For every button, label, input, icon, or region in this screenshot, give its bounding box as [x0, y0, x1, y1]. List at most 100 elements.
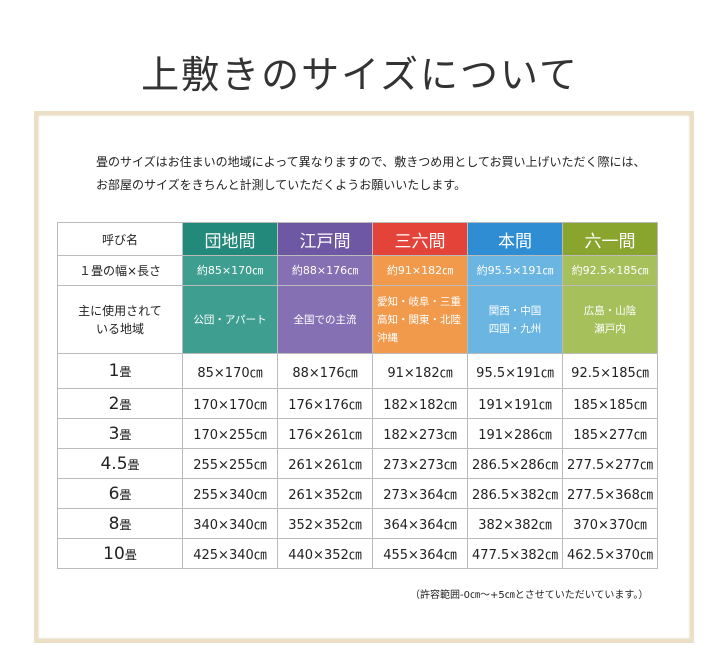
row-num: 2 [108, 393, 120, 414]
size-cell: 273×364㎝ [372, 478, 468, 509]
row-unit: 畳 [124, 547, 137, 562]
note: （許容範囲-0㎝～+5㎝とさせていただいています。） [410, 590, 649, 601]
column-name: 江戸間 [277, 222, 373, 256]
column-size: 約91×182㎝ [372, 255, 468, 286]
size-data-row: 3畳 170×255㎝ 176×261㎝ 182×273㎝ 191×286㎝ 185×27… [57, 418, 658, 449]
size-cell: 255×340㎝ [182, 478, 278, 509]
area-label: 主に使用されて いる地域 [57, 285, 183, 354]
row-num: 8 [108, 513, 120, 534]
area-line: 瀬戸内 [594, 322, 626, 335]
intro-line: 畳のサイズはお住まいの地域によって異なりますので、敷きつめ用としてお買い上げいた… [96, 155, 646, 169]
size-cell: 185×277㎝ [562, 418, 658, 449]
column-name: 六一間 [562, 222, 658, 256]
column-size: 約95.5×191㎝ [467, 255, 563, 286]
size-cell: 340×340㎝ [182, 508, 278, 539]
size-cell: 170×170㎝ [182, 388, 278, 419]
size-cell: 191×286㎝ [467, 418, 563, 449]
size-cell: 440×352㎝ [277, 538, 373, 569]
area-line: 高知・関東・北陸 [377, 313, 461, 326]
area-line: 愛知・岐阜・三重 [377, 295, 461, 308]
size-cell: 273×273㎝ [372, 448, 468, 479]
size-cell: 176×176㎝ [277, 388, 373, 419]
row-label: 10畳 [57, 538, 183, 569]
size-cell: 277.5×368㎝ [562, 478, 658, 509]
column-size: 約88×176㎝ [277, 255, 373, 286]
size-cell: 364×364㎝ [372, 508, 468, 539]
column-size: 約92.5×185㎝ [562, 255, 658, 286]
area-line: 沖縄 [377, 331, 398, 344]
row-num: 3 [108, 423, 120, 444]
size-data-row: 6畳 255×340㎝ 261×352㎝ 273×364㎝ 286.5×382㎝ 277.… [57, 478, 658, 509]
row-label: 6畳 [57, 478, 183, 509]
area-line: 公団・アパート [193, 313, 267, 326]
column-name: 三六間 [372, 222, 468, 256]
size-cell: 286.5×286㎝ [467, 448, 563, 479]
row-num: 10 [103, 543, 125, 564]
size-cell: 462.5×370㎝ [562, 538, 658, 569]
column-area: 愛知・岐阜・三重 高知・関東・北陸 沖縄 [372, 285, 468, 354]
area-line: 関西・中国 [488, 304, 542, 317]
size-table: 呼び名 団地間 江戸間 三六間 本間 六一間 １畳の幅×長さ 約85×170㎝ 約88×176㎝… [57, 222, 658, 569]
column-area: 全国での主流 [277, 285, 373, 354]
size-cell: 85×170㎝ [182, 353, 278, 389]
size-cell: 182×273㎝ [372, 418, 468, 449]
size-cell: 191×191㎝ [467, 388, 563, 419]
column-area: 関西・中国四国・九州 [467, 285, 563, 354]
size-cell: 477.5×382㎝ [467, 538, 563, 569]
size-cell: 95.5×191㎝ [467, 353, 563, 389]
column-area: 公団・アパート [182, 285, 278, 354]
size-label: １畳の幅×長さ [57, 255, 183, 286]
intro-line: お部屋のサイズをきちんと計測していただくようお願いいたします。 [96, 178, 467, 192]
size-data-row: 10畳 425×340㎝ 440×352㎝ 455×364㎝ 477.5×382㎝ 462… [57, 538, 658, 569]
size-cell: 382×382㎝ [467, 508, 563, 539]
title: 上敷きのサイズについて [141, 53, 579, 97]
column-name: 本間 [467, 222, 563, 256]
area-line: 広島・山陰 [583, 304, 637, 317]
size-cell: 91×182㎝ [372, 353, 468, 389]
row-num: 6 [108, 483, 120, 504]
area-label-line: いる地域 [95, 321, 144, 336]
row-label: 4.5畳 [57, 448, 183, 479]
area-row: 主に使用されて いる地域 公団・アパート 全国での主流 愛知・岐阜・三重 高知・関東・北陸… [57, 285, 658, 354]
size-cell: 425×340㎝ [182, 538, 278, 569]
size-cell: 277.5×277㎝ [562, 448, 658, 479]
frame [34, 111, 694, 643]
area-line: 四国・九州 [488, 322, 542, 335]
size-cell: 92.5×185㎝ [562, 353, 658, 389]
size-cell: 352×352㎝ [277, 508, 373, 539]
row-label: 3畳 [57, 418, 183, 449]
size-cell: 261×352㎝ [277, 478, 373, 509]
size-cell: 170×255㎝ [182, 418, 278, 449]
area-line: 全国での主流 [293, 313, 357, 326]
row-unit: 畳 [127, 457, 140, 472]
column-name: 団地間 [182, 222, 278, 256]
size-data-row: 1畳 85×170㎝ 88×176㎝ 91×182㎝ 95.5×191㎝ 92.5×185… [57, 353, 658, 389]
size-data-row: 8畳 340×340㎝ 352×352㎝ 364×364㎝ 382×382㎝ 370×37… [57, 508, 658, 539]
row-label: 2畳 [57, 388, 183, 419]
size-cell: 182×182㎝ [372, 388, 468, 419]
row-label: 8畳 [57, 508, 183, 539]
size-cell: 185×185㎝ [562, 388, 658, 419]
size-cell: 255×255㎝ [182, 448, 278, 479]
size-cell: 286.5×382㎝ [467, 478, 563, 509]
row-unit: 畳 [119, 517, 132, 532]
row-label: 1畳 [57, 353, 183, 389]
row-unit: 畳 [119, 397, 132, 412]
row-unit: 畳 [119, 365, 132, 379]
size-cell: 370×370㎝ [562, 508, 658, 539]
row-num: 4.5 [100, 453, 128, 474]
row-unit: 畳 [119, 427, 132, 442]
column-size: 約85×170㎝ [182, 255, 278, 286]
size-data-row: 2畳 170×170㎝ 176×176㎝ 182×182㎝ 191×191㎝ 185×18… [57, 388, 658, 419]
size-data-row: 4.5畳 255×255㎝ 261×261㎝ 273×273㎝ 286.5×286㎝ 27… [57, 448, 658, 479]
area-label-line: 主に使用されて [78, 303, 162, 318]
corner-cell: 呼び名 [57, 222, 183, 256]
column-area: 広島・山陰 瀬戸内 [562, 285, 658, 354]
size-cell: 261×261㎝ [277, 448, 373, 479]
size-cell: 88×176㎝ [277, 353, 373, 389]
size-row: １畳の幅×長さ 約85×170㎝ 約88×176㎝ 約91×182㎝ 約95.5×191… [57, 255, 658, 286]
row-unit: 畳 [119, 487, 132, 502]
header-row: 呼び名 団地間 江戸間 三六間 本間 六一間 [57, 222, 658, 256]
row-num: 1 [108, 361, 120, 381]
